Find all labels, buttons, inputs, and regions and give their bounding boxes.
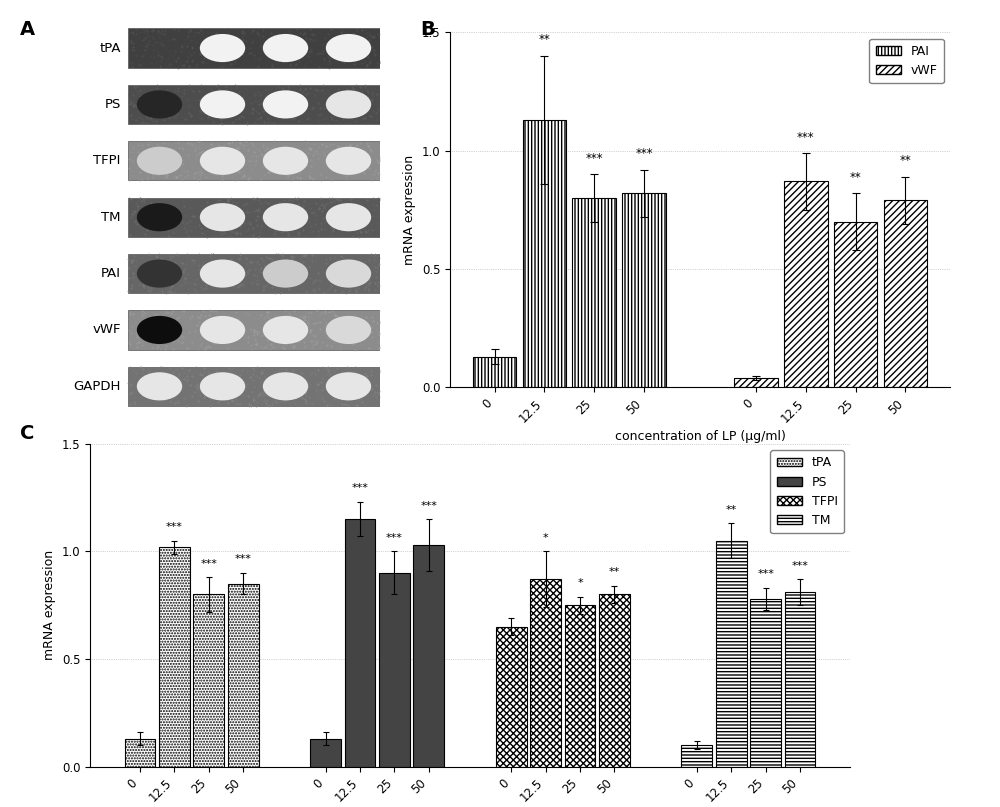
Bar [599, 595, 630, 767]
Bar [193, 595, 224, 767]
Ellipse shape [137, 203, 182, 232]
Text: **: ** [609, 567, 620, 577]
Text: ***: *** [757, 570, 774, 579]
Bar [565, 605, 595, 767]
Bar [785, 592, 815, 767]
Ellipse shape [263, 203, 308, 232]
Ellipse shape [200, 372, 245, 400]
Bar [622, 193, 666, 387]
Y-axis label: mRNA expression: mRNA expression [403, 155, 416, 265]
Text: **: ** [726, 505, 737, 515]
Ellipse shape [326, 372, 371, 400]
Bar [345, 519, 375, 767]
Bar [496, 627, 527, 767]
X-axis label: concentration of LP (μg/ml): concentration of LP (μg/ml) [615, 430, 785, 443]
Ellipse shape [326, 90, 371, 119]
Ellipse shape [326, 260, 371, 287]
Bar [523, 120, 566, 387]
Text: TFPI: TFPI [93, 154, 121, 167]
Bar [128, 198, 380, 236]
Ellipse shape [263, 260, 308, 287]
Ellipse shape [200, 316, 245, 344]
Bar [128, 28, 380, 68]
Ellipse shape [200, 90, 245, 119]
Text: ***: *** [200, 558, 217, 569]
Text: **: ** [900, 154, 911, 167]
Text: ***: *** [386, 533, 403, 543]
Text: **: ** [850, 171, 862, 184]
Text: A: A [20, 20, 35, 40]
Bar [530, 579, 561, 767]
Ellipse shape [137, 260, 182, 287]
Ellipse shape [200, 260, 245, 287]
Text: tPA: tPA [99, 41, 121, 55]
Text: ***: *** [792, 561, 808, 571]
Ellipse shape [200, 147, 245, 175]
Ellipse shape [263, 147, 308, 175]
Bar [572, 198, 616, 387]
Ellipse shape [137, 90, 182, 119]
Text: B: B [420, 20, 435, 40]
Text: ***: *** [420, 500, 437, 511]
Ellipse shape [200, 34, 245, 62]
Text: **: ** [538, 33, 550, 47]
Ellipse shape [137, 372, 182, 400]
Ellipse shape [326, 147, 371, 175]
Ellipse shape [326, 203, 371, 232]
Ellipse shape [326, 316, 371, 344]
Text: *: * [577, 578, 583, 588]
Ellipse shape [263, 316, 308, 344]
Ellipse shape [263, 90, 308, 119]
Text: *: * [543, 533, 548, 543]
Text: vWF: vWF [92, 324, 121, 337]
Text: PS: PS [104, 98, 121, 111]
Text: ***: *** [635, 147, 653, 160]
Ellipse shape [200, 203, 245, 232]
Text: TM: TM [101, 211, 121, 224]
Bar [379, 573, 410, 767]
Ellipse shape [137, 147, 182, 175]
Ellipse shape [263, 372, 308, 400]
Legend: tPA, PS, TFPI, TM: tPA, PS, TFPI, TM [770, 450, 844, 533]
Y-axis label: mRNA expression: mRNA expression [43, 550, 56, 660]
Bar [128, 311, 380, 349]
Bar [750, 599, 781, 767]
Ellipse shape [137, 316, 182, 344]
Text: C: C [20, 424, 34, 443]
Ellipse shape [326, 34, 371, 62]
Legend: PAI, vWF: PAI, vWF [869, 39, 944, 83]
Bar [413, 545, 444, 767]
Bar [159, 547, 190, 767]
Bar [734, 378, 778, 387]
Bar [125, 738, 155, 767]
Bar [473, 357, 516, 387]
Text: PAI: PAI [101, 267, 121, 280]
Bar [228, 583, 259, 767]
Bar [128, 85, 380, 124]
Bar [128, 141, 380, 180]
Bar [681, 745, 712, 767]
Bar [884, 200, 927, 387]
Bar [128, 367, 380, 406]
Ellipse shape [263, 34, 308, 62]
Text: ***: *** [166, 522, 183, 532]
Text: ***: *** [352, 483, 368, 493]
Bar [128, 254, 380, 293]
Bar [310, 738, 341, 767]
Bar [834, 222, 877, 387]
Text: ***: *** [797, 131, 815, 144]
Text: GAPDH: GAPDH [73, 380, 121, 393]
Text: ***: *** [235, 554, 252, 564]
Bar [784, 182, 828, 387]
Bar [716, 541, 747, 767]
Text: ***: *** [585, 152, 603, 165]
